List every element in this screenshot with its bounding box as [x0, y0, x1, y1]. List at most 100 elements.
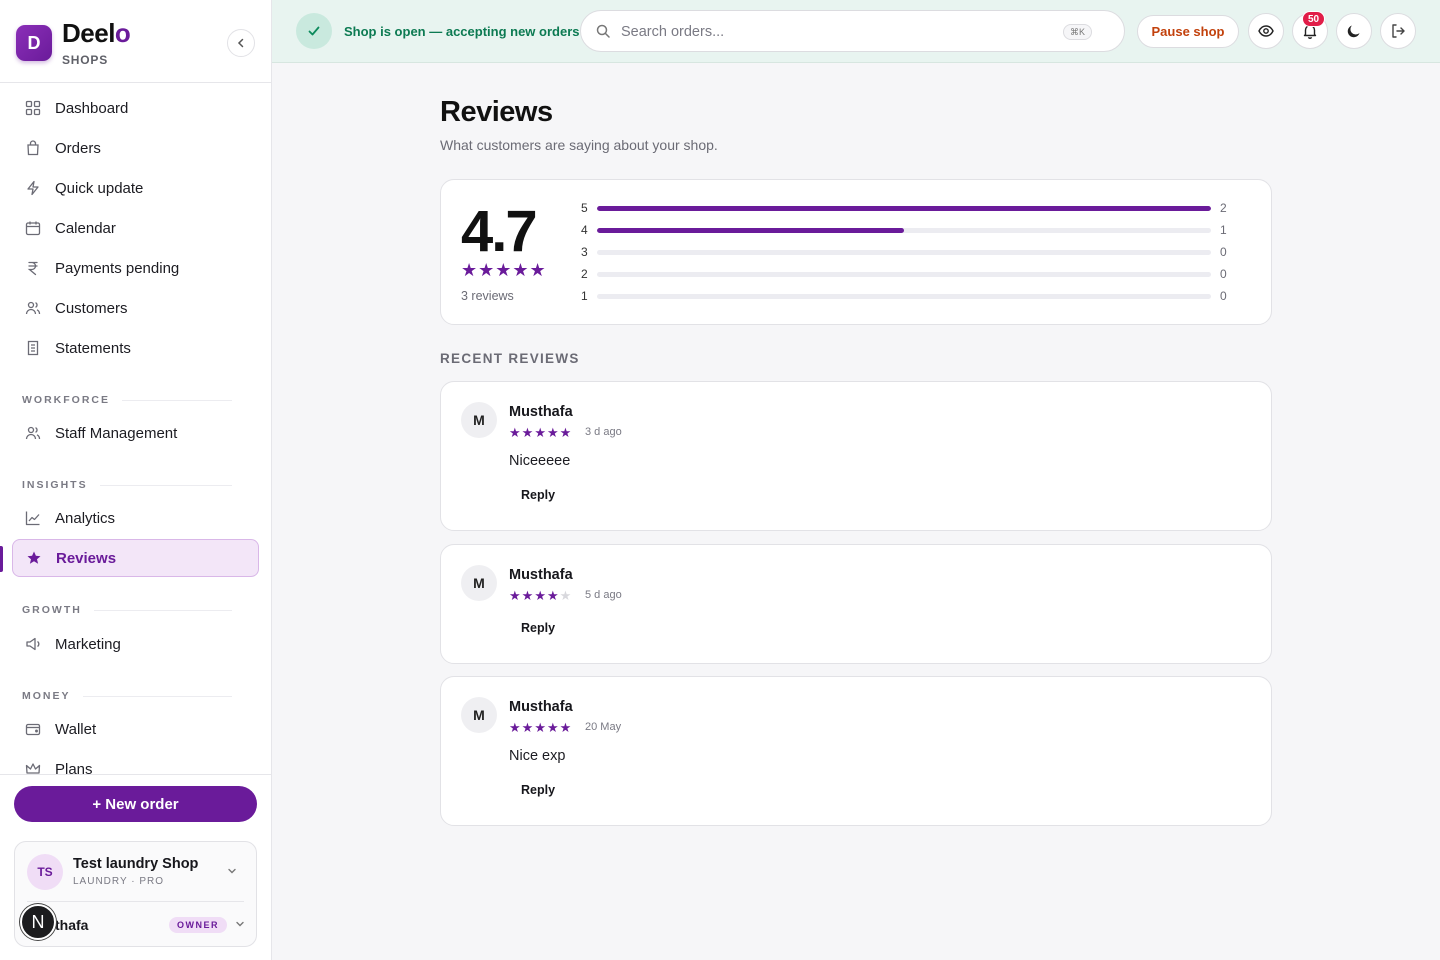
rupee-icon: [25, 260, 41, 276]
nav-item-calendar[interactable]: Calendar: [12, 209, 259, 247]
review-date: 5 d ago: [585, 589, 622, 601]
shop-name: Test laundry Shop: [73, 856, 199, 872]
nav-label: Marketing: [55, 635, 121, 653]
nav-item-quick-update[interactable]: Quick update: [12, 169, 259, 207]
distribution-count: 2: [1220, 201, 1227, 215]
divider: [27, 901, 244, 902]
review-date: 3 d ago: [585, 426, 622, 438]
star-icon: ★: [559, 425, 573, 440]
grid-icon: [25, 100, 41, 116]
nav-item-orders[interactable]: Orders: [12, 129, 259, 167]
new-order-button[interactable]: + New order: [14, 786, 257, 822]
chevron-down-icon[interactable]: [226, 864, 238, 882]
nav-item-statements[interactable]: Statements: [12, 329, 259, 367]
recent-reviews-heading: RECENT REVIEWS: [440, 351, 580, 366]
star-icon: ★: [521, 425, 535, 440]
review-count: 3 reviews: [461, 289, 514, 303]
topbar: Shop is open — accepting new orders ⌘K P…: [272, 0, 1440, 63]
search-shortcut: ⌘K: [1063, 24, 1093, 40]
nav-item-customers[interactable]: Customers: [12, 289, 259, 327]
distribution-row: 1 0: [581, 289, 1241, 305]
nav-label: Analytics: [55, 509, 116, 527]
logout-icon: [1392, 24, 1405, 38]
search-input[interactable]: [621, 21, 1051, 43]
distribution-bar: [597, 294, 1211, 299]
active-indicator: [0, 546, 3, 572]
check-icon: [296, 13, 332, 49]
reply-button[interactable]: Reply: [509, 616, 567, 640]
distribution-bar: [597, 250, 1211, 255]
nav-label: Dashboard: [55, 99, 129, 117]
avatar: M: [461, 565, 497, 601]
reviewer-name: Musthafa: [509, 567, 573, 583]
average-rating: 4.7: [461, 199, 538, 264]
nav-item-analytics[interactable]: Analytics: [12, 499, 259, 537]
star-icon: ★: [521, 720, 535, 735]
nav-item-wallet[interactable]: Wallet: [12, 710, 259, 748]
rating-summary-card: 4.7 ★★★★★ 3 reviews 5 2 4 1 3 0 2 0 1 0: [440, 179, 1272, 325]
star-icon: ★: [546, 588, 560, 603]
users-icon: [25, 300, 41, 316]
nav-label: Customers: [55, 299, 128, 317]
brand-subtitle: SHOPS: [62, 53, 109, 67]
nav-item-payments-pending[interactable]: Payments pending: [12, 249, 259, 287]
preview-button[interactable]: [1248, 13, 1284, 49]
pause-shop-button[interactable]: Pause shop: [1137, 15, 1239, 48]
nav-label: Reviews: [56, 549, 117, 567]
reply-button[interactable]: Reply: [509, 483, 567, 507]
shop-meta: LAUNDRY · PRO: [73, 876, 164, 887]
distribution-star-label: 2: [581, 267, 588, 281]
section-label-insights: INSIGHTS: [22, 479, 232, 491]
search-icon: [596, 24, 610, 43]
review-card: M Musthafa ★★★★★ 5 d ago Reply: [440, 544, 1272, 664]
reply-button[interactable]: Reply: [509, 778, 567, 802]
users-icon: [25, 425, 41, 441]
brand-logo[interactable]: D: [16, 25, 52, 61]
nav-item-dashboard[interactable]: Dashboard: [12, 89, 259, 127]
review-stars: ★★★★★: [509, 425, 572, 441]
nav-item-reviews[interactable]: Reviews: [12, 539, 259, 577]
collapse-sidebar-button[interactable]: [227, 29, 255, 57]
review-text: Nice exp: [509, 748, 566, 764]
section-label-money: MONEY: [22, 690, 232, 702]
star-icon: ★: [559, 720, 573, 735]
distribution-row: 2 0: [581, 267, 1241, 283]
theme-toggle-button[interactable]: [1336, 13, 1372, 49]
distribution-count: 1: [1220, 223, 1227, 237]
nav-item-marketing[interactable]: Marketing: [12, 625, 259, 663]
nav-label: Plans: [55, 760, 93, 778]
search-bar[interactable]: ⌘K: [580, 10, 1125, 52]
nav-label: Quick update: [55, 179, 144, 197]
star-icon: ★: [559, 588, 573, 603]
nav-label: Statements: [55, 339, 131, 357]
nav-item-staff-management[interactable]: Staff Management: [12, 414, 259, 452]
review-card: M Musthafa ★★★★★ 3 d ago Niceeeee Reply: [440, 381, 1272, 531]
distribution-bar-fill: [597, 228, 904, 233]
logout-button[interactable]: [1380, 13, 1416, 49]
chevron-down-icon[interactable]: [234, 917, 246, 935]
star-icon: ★: [534, 588, 547, 603]
bolt-icon: [25, 180, 41, 196]
avatar: M: [461, 402, 497, 438]
role-badge: OWNER: [169, 917, 227, 933]
section-label-growth: GROWTH: [22, 604, 232, 616]
eye-icon: [1258, 25, 1274, 37]
distribution-star-label: 4: [581, 223, 588, 237]
review-stars: ★★★★★: [509, 588, 572, 604]
avatar: M: [461, 697, 497, 733]
distribution-row: 4 1: [581, 223, 1241, 239]
star-icon: ★: [534, 720, 547, 735]
reviewer-name: Musthafa: [509, 404, 573, 420]
star-icon: ★: [509, 588, 522, 603]
bag-icon: [25, 140, 41, 156]
dev-tools-badge[interactable]: N: [20, 904, 56, 940]
user-name[interactable]: thafa: [55, 917, 89, 933]
page-subtitle: What customers are saying about your sho…: [440, 137, 718, 153]
nav-label: Payments pending: [55, 259, 180, 277]
review-stars: ★★★★★: [509, 720, 572, 736]
distribution-count: 0: [1220, 245, 1227, 259]
shop-switcher[interactable]: TS Test laundry Shop LAUNDRY · PRO thafa…: [14, 841, 257, 947]
star-icon: ★: [546, 425, 560, 440]
wallet-icon: [25, 721, 41, 737]
distribution-count: 0: [1220, 267, 1227, 281]
